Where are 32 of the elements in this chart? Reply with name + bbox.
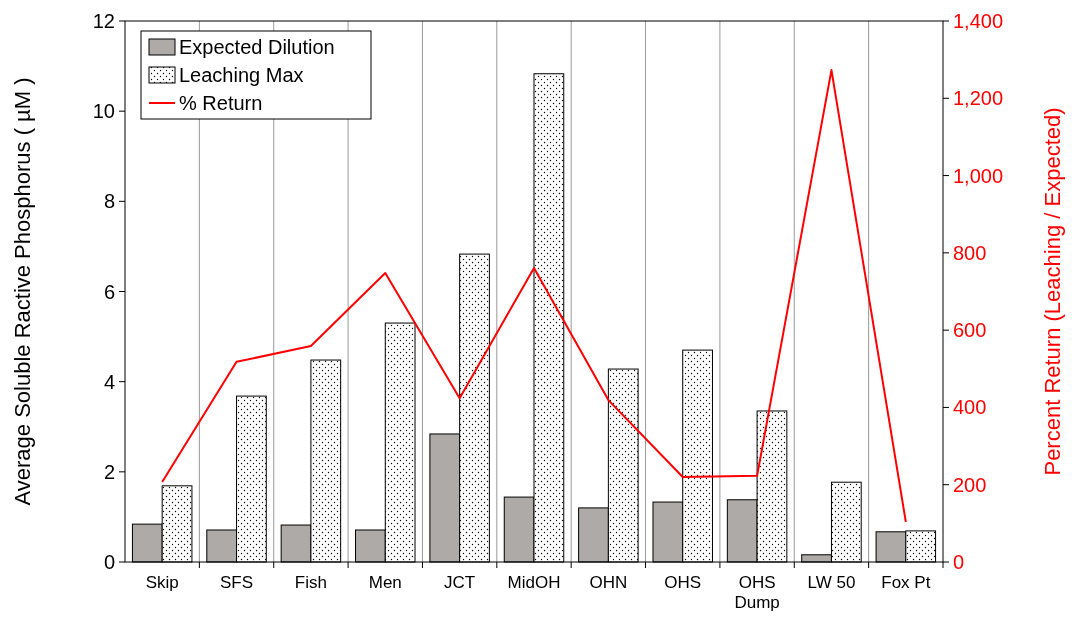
y2-tick-label: 600 bbox=[953, 319, 987, 342]
y2-tick-label: 1,200 bbox=[953, 87, 1004, 110]
line-series bbox=[161, 69, 907, 523]
x-tick-label: MidOH bbox=[507, 573, 561, 592]
x-tick-label: Men bbox=[368, 573, 402, 592]
legend-label: Expected Dilution bbox=[179, 36, 335, 58]
y-axis-title: Average Soluble Ractive Phosphorus ( µM ) bbox=[10, 77, 35, 506]
y2-tick-label: 800 bbox=[953, 241, 987, 264]
x-tick-label: Fish bbox=[294, 573, 327, 592]
y-tick-label: 12 bbox=[92, 10, 115, 32]
y2-tick-label: 200 bbox=[953, 473, 987, 496]
x-tick-label: Skip bbox=[145, 573, 179, 592]
y-tick-label: 8 bbox=[103, 190, 115, 213]
y2-axis-title: Percent Return (Leaching / Expected) bbox=[1040, 107, 1065, 476]
y-tick-label: 6 bbox=[103, 280, 115, 303]
y-tick-label: 0 bbox=[103, 551, 115, 573]
x-tick-label: OHS Dump bbox=[734, 573, 780, 612]
x-tick-label: OHN bbox=[589, 573, 628, 592]
y-tick-label: 10 bbox=[92, 100, 115, 123]
y-tick-label: 4 bbox=[103, 370, 115, 393]
x-tick-label: OHS bbox=[664, 573, 702, 592]
y-tick-label: 2 bbox=[103, 460, 115, 483]
x-tick-label: LW 50 bbox=[807, 573, 856, 592]
y2-tick-label: 1,000 bbox=[953, 164, 1004, 187]
legend-label: % Return bbox=[179, 92, 263, 114]
y2-tick-label: 0 bbox=[953, 551, 965, 573]
y2-tick-label: 400 bbox=[953, 396, 987, 419]
x-tick-label: Fox Pt bbox=[881, 573, 931, 592]
legend-label: Leaching Max bbox=[179, 64, 304, 86]
x-tick-label: SFS bbox=[220, 573, 254, 592]
x-tick-label: JCT bbox=[444, 573, 476, 592]
y2-tick-label: 1,400 bbox=[953, 10, 1004, 32]
